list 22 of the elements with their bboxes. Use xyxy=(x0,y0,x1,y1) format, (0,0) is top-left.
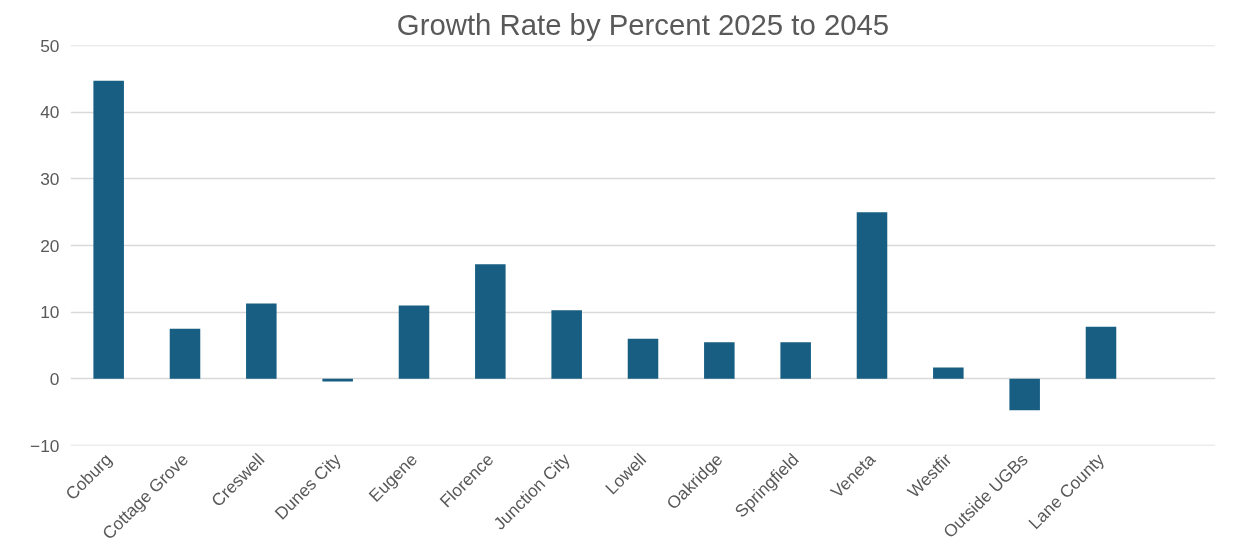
y-tick-label: 40 xyxy=(40,102,60,123)
bar xyxy=(627,338,659,379)
bar xyxy=(246,303,277,379)
bar xyxy=(322,378,353,382)
bar xyxy=(169,328,201,379)
bar xyxy=(780,342,811,379)
bar xyxy=(1085,326,1117,379)
y-tick-label: 30 xyxy=(40,168,60,189)
bar xyxy=(551,310,582,379)
bar xyxy=(856,212,888,379)
bar xyxy=(475,264,506,379)
chart-title: Growth Rate by Percent 2025 to 2045 xyxy=(396,7,890,41)
y-tick-label: −10 xyxy=(30,435,60,456)
bar xyxy=(1009,378,1040,411)
y-tick-label: 0 xyxy=(49,368,60,389)
y-tick-label: 10 xyxy=(40,302,60,323)
bar xyxy=(93,80,124,379)
bar xyxy=(398,305,430,379)
bar xyxy=(933,367,964,379)
bar xyxy=(704,342,735,379)
y-tick-label: 50 xyxy=(40,35,60,56)
y-tick-label: 20 xyxy=(40,235,60,256)
